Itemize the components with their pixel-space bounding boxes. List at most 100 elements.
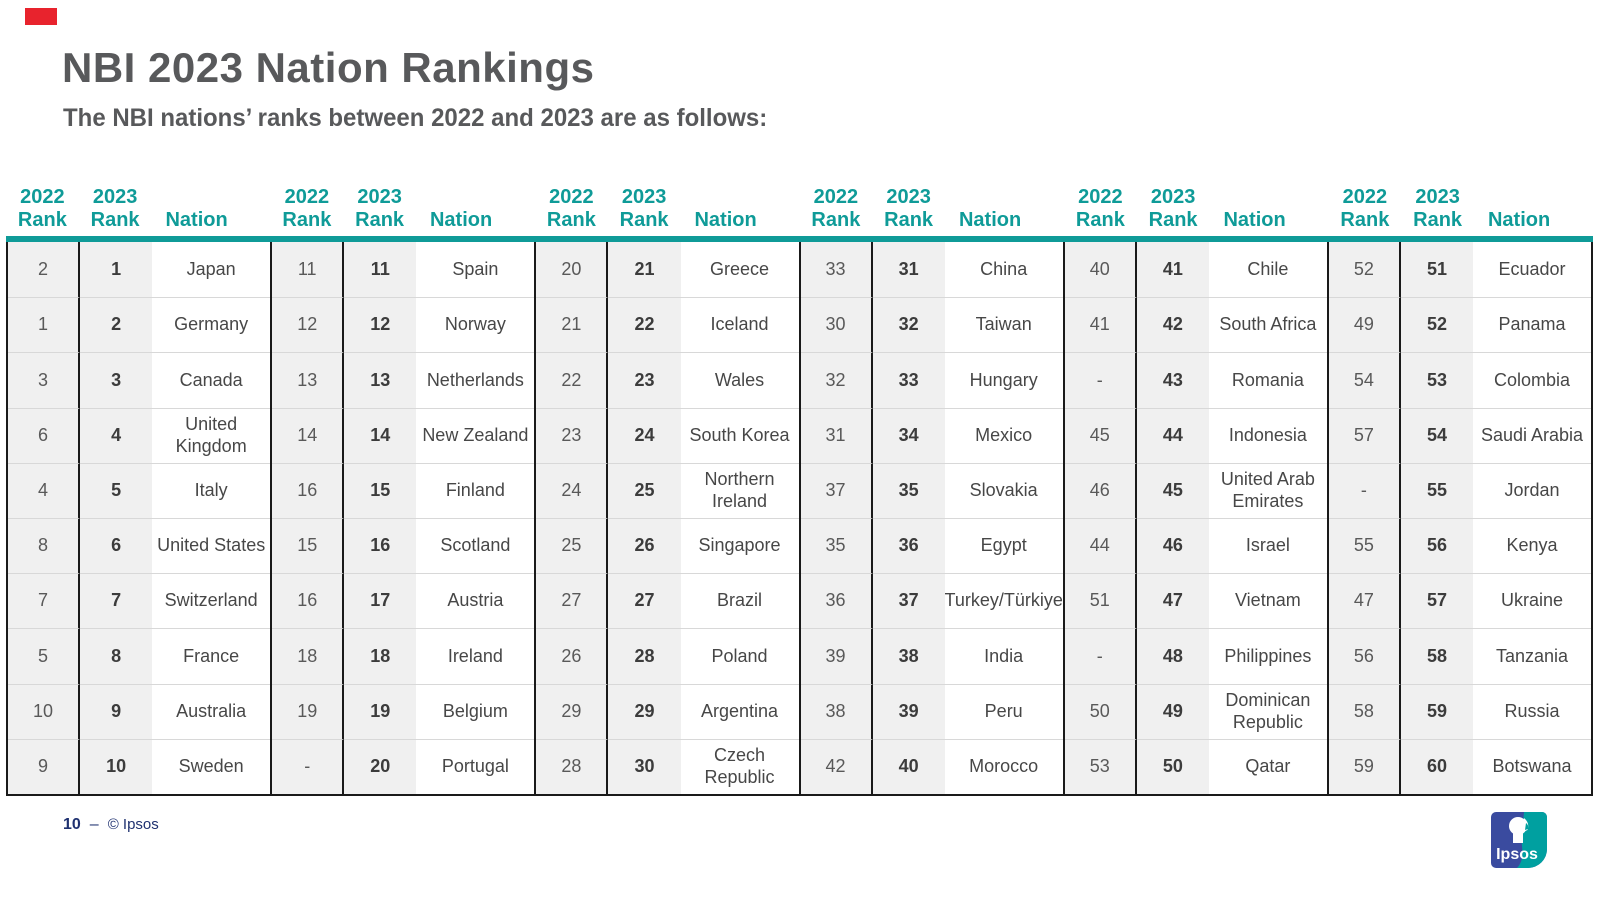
rank-2022-cell: 45 [1064, 407, 1137, 463]
rank-2022-cell: 57 [1328, 407, 1401, 463]
rank-2023-cell: 24 [608, 407, 681, 463]
footer: 10– © Ipsos [63, 816, 159, 834]
header-rank-label: Rank [282, 209, 332, 231]
column-header-2022-rank: 2022 Rank [800, 183, 873, 236]
rank-2023-cell: 29 [608, 683, 681, 739]
header-rank-label: Rank [90, 209, 140, 231]
nation-cell: Austria [416, 573, 535, 629]
nation-cell: China [944, 242, 1063, 298]
rank-2023-cell: 25 [608, 462, 681, 518]
rank-2023-cell: 22 [608, 297, 681, 353]
rank-2022-cell: 28 [536, 738, 609, 794]
rank-2022-cell: 8 [8, 518, 81, 574]
nation-cell: Scotland [416, 518, 535, 574]
column-header-2022-rank: 2022 Rank [6, 183, 79, 236]
column-header-2023-rank: 2023 Rank [608, 183, 681, 236]
rank-2022-cell: 6 [8, 407, 81, 463]
nation-cell: Brazil [680, 573, 799, 629]
column-header-2022-rank: 2022 Rank [1064, 183, 1137, 236]
nation-cell: Turkey/Türkiye [944, 573, 1063, 629]
nation-cell: Slovakia [944, 462, 1063, 518]
rank-2022-cell: 16 [272, 462, 345, 518]
nation-cell: Dominican Republic [1208, 683, 1327, 739]
rank-2022-cell: 5 [8, 628, 81, 684]
nation-cell: Finland [416, 462, 535, 518]
nation-cell: Argentina [680, 683, 799, 739]
rank-2023-cell: 32 [872, 297, 945, 353]
rank-2023-cell: 51 [1400, 242, 1474, 298]
rank-2023-cell: 10 [80, 738, 153, 794]
nation-cell: United States [152, 518, 271, 574]
rank-2023-cell: 12 [344, 297, 417, 353]
header-rank-label: Rank [1148, 209, 1198, 231]
column-header-2023-rank: 2023 Rank [1137, 183, 1210, 236]
nation-cell: Mexico [944, 407, 1063, 463]
nation-cell: Greece [680, 242, 799, 298]
rank-2022-cell: 4 [8, 462, 81, 518]
rank-2023-cell: 40 [872, 738, 945, 794]
rank-group: 52 51 Ecuador 49 52 Panama 54 53 Colombia 57 54 Sau… [1328, 242, 1594, 794]
column-header-2022-rank: 2022 Rank [271, 183, 344, 236]
nation-cell: Portugal [416, 738, 535, 794]
rank-2022-cell: 46 [1064, 462, 1137, 518]
rank-2023-cell: 16 [344, 518, 417, 574]
column-header-nation: Nation [1209, 183, 1328, 236]
rank-2023-cell: 49 [1136, 683, 1209, 739]
nation-cell: Czech Republic [680, 738, 799, 794]
rank-2023-cell: 18 [344, 628, 417, 684]
rank-group: 40 41 Chile 41 42 South Africa -43 Romania 45 44 I… [1064, 242, 1329, 794]
rank-2023-cell: 37 [872, 573, 945, 629]
rank-group-header: 2022 Rank 2023 Rank Nation [535, 183, 800, 236]
nation-cell: Vietnam [1208, 573, 1327, 629]
nation-cell: Qatar [1208, 738, 1327, 794]
rank-2022-cell: 22 [536, 352, 609, 408]
rank-2023-cell: 5 [80, 462, 153, 518]
nation-cell: Russia [1473, 683, 1592, 739]
rank-2022-cell: - [1328, 462, 1401, 518]
header-nation-label: Nation [694, 209, 757, 231]
rank-2022-cell: 41 [1064, 297, 1137, 353]
nation-cell: Wales [680, 352, 799, 408]
nation-cell: Colombia [1473, 352, 1592, 408]
header-year-2023: 2023 [92, 186, 138, 208]
rank-2023-cell: 13 [344, 352, 417, 408]
column-header-2023-rank: 2023 Rank [79, 183, 152, 236]
page-subtitle: The NBI nations’ ranks between 2022 and … [63, 104, 768, 132]
rank-2022-cell: 10 [8, 683, 81, 739]
rank-group: 11 11 Spain 12 12 Norway 13 13 Netherlands 14 14 Ne… [272, 242, 537, 794]
header-year-2023: 2023 [357, 186, 402, 208]
header-year-2023: 2023 [886, 186, 931, 208]
rank-2023-cell: 58 [1400, 628, 1474, 684]
rank-2023-cell: 43 [1136, 352, 1209, 408]
nation-cell: Peru [944, 683, 1063, 739]
rank-2022-cell: 16 [272, 573, 345, 629]
rank-2022-cell: 59 [1328, 738, 1401, 794]
rank-2023-cell: 41 [1136, 242, 1209, 298]
table-top-rule [6, 236, 1593, 242]
rank-2022-cell: - [1064, 352, 1137, 408]
nation-cell: Tanzania [1473, 628, 1592, 684]
rank-2022-cell: 52 [1328, 242, 1401, 298]
nation-cell: Philippines [1208, 628, 1327, 684]
header-nation-label: Nation [1487, 209, 1551, 231]
nation-cell: Norway [416, 297, 535, 353]
rank-2022-cell: 49 [1328, 297, 1401, 353]
rank-2023-cell: 42 [1136, 297, 1209, 353]
rank-2023-cell: 1 [80, 242, 153, 298]
rank-2023-cell: 23 [608, 352, 681, 408]
column-header-2023-rank: 2023 Rank [1401, 183, 1474, 236]
nation-cell: Panama [1473, 297, 1592, 353]
rank-2023-cell: 60 [1400, 738, 1474, 794]
rank-2023-cell: 53 [1400, 352, 1474, 408]
nation-cell: Romania [1208, 352, 1327, 408]
nation-cell: Jordan [1473, 462, 1592, 518]
column-header-2023-rank: 2023 Rank [343, 183, 416, 236]
header-nation-label: Nation [958, 209, 1022, 231]
rank-2022-cell: 29 [536, 683, 609, 739]
nation-cell: Saudi Arabia [1473, 407, 1592, 463]
rank-2022-cell: 54 [1328, 352, 1401, 408]
nation-cell: Switzerland [152, 573, 271, 629]
rank-2022-cell: 12 [272, 297, 345, 353]
rank-2022-cell: 9 [8, 738, 81, 794]
rank-2022-cell: 42 [800, 738, 873, 794]
